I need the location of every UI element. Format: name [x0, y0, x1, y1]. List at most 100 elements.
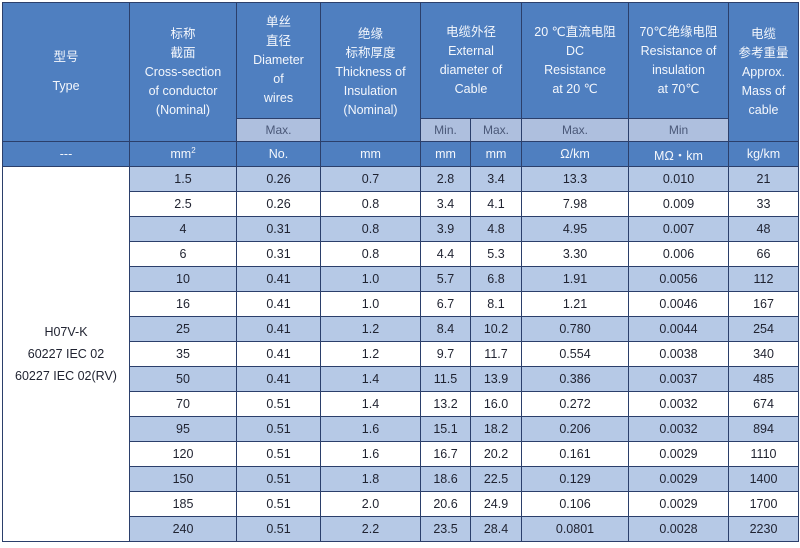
header-cross-section-en2: of conductor: [148, 83, 218, 98]
cell-dc-resistance: 3.30: [521, 241, 629, 267]
unit-type: ---: [2, 141, 130, 167]
cell-mass: 894: [728, 416, 799, 442]
cell-wire-diameter: 0.26: [236, 191, 321, 217]
cell-insulation-thickness: 0.8: [320, 191, 421, 217]
table-row: H07V-K 60227 IEC 02 60227 IEC 02(RV) 1.5 0.2…: [2, 166, 799, 542]
cell-insulation-resistance: 0.0038: [628, 341, 729, 367]
cell-insulation-thickness: 1.2: [320, 316, 421, 342]
cell-dc-resistance: 0.780: [521, 316, 629, 342]
cell-dc-resistance: 13.3: [521, 166, 629, 192]
header-dc-resistance-en1: DC: [565, 43, 585, 58]
cell-outer-diameter-max: 4.8: [470, 216, 522, 242]
cell-insulation-resistance: 0.0044: [628, 316, 729, 342]
header-insulation-en3: (Nominal): [343, 102, 398, 117]
cell-outer-diameter-max: 5.3: [470, 241, 522, 267]
cell-insulation-resistance: 0.0046: [628, 291, 729, 317]
cell-insulation-resistance: 0.0029: [628, 441, 729, 467]
unit-wire-diameter: No.: [236, 141, 321, 167]
header-dc-resistance-en2: Resistance: [544, 62, 606, 77]
cell-insulation-resistance: 0.0032: [628, 391, 729, 417]
cell-cross-section: 120: [129, 441, 237, 467]
header-wire-diameter-en2: of: [273, 72, 284, 86]
cell-cross-section: 35: [129, 341, 237, 367]
cell-insulation-resistance: 0.007: [628, 216, 729, 242]
unit-dc-resistance: Ω/km: [521, 141, 629, 167]
cell-cross-section: 6: [129, 241, 237, 267]
header-outer-diameter-en2: diameter of: [439, 62, 503, 77]
header-type-en: Type: [52, 79, 80, 93]
cell-wire-diameter: 0.51: [236, 466, 321, 492]
unit-outer-min: mm: [420, 141, 471, 167]
cell-insulation-thickness: 1.0: [320, 266, 421, 292]
spec-table-body: H07V-K 60227 IEC 02 60227 IEC 02(RV) 1.5 0.2…: [2, 166, 799, 542]
cell-dc-resistance: 0.386: [521, 366, 629, 392]
cell-wire-diameter: 0.51: [236, 416, 321, 442]
cell-insulation-thickness: 2.0: [320, 491, 421, 517]
cell-outer-diameter-min: 13.2: [420, 391, 471, 417]
header-outer-diameter: 电缆外径 External diameter of Cable: [420, 2, 522, 119]
cell-insulation-resistance: 0.006: [628, 241, 729, 267]
cell-dc-resistance: 1.91: [521, 266, 629, 292]
header-mass-en3: cable: [748, 102, 779, 117]
cell-cross-section: 240: [129, 516, 237, 542]
header-insulation-resistance-en2: insulation: [652, 62, 705, 77]
table-row: 240 0.51 2.2 23.5 28.4 0.0801 0.0028 2230: [3, 516, 799, 542]
cell-insulation-thickness: 1.0: [320, 291, 421, 317]
header-insulation-resistance-cn: 70℃绝缘电阻: [639, 24, 718, 39]
table-row: 25 0.41 1.2 8.4 10.2 0.780 0.0044 254: [3, 316, 799, 342]
subheader-ir-min: Min: [628, 118, 729, 142]
unit-insulation-resistance: MΩ・km: [628, 141, 729, 167]
cell-insulation-thickness: 1.6: [320, 416, 421, 442]
cell-outer-diameter-min: 11.5: [420, 366, 471, 392]
cell-dc-resistance: 1.21: [521, 291, 629, 317]
cell-insulation-resistance: 0.0029: [628, 466, 729, 492]
header-dc-resistance-cn: 20 ℃直流电阻: [534, 24, 616, 39]
cell-dc-resistance: 0.0801: [521, 516, 629, 542]
cell-outer-diameter-max: 13.9: [470, 366, 522, 392]
cell-outer-diameter-min: 5.7: [420, 266, 471, 292]
table-row: 35 0.41 1.2 9.7 11.7 0.554 0.0038 340: [3, 341, 799, 367]
header-insulation: 绝缘 标称厚度 Thickness of Insulation (Nominal…: [320, 2, 421, 142]
cell-outer-diameter-max: 3.4: [470, 166, 522, 192]
subheader-outer-min: Min.: [420, 118, 471, 142]
cell-dc-resistance: 0.206: [521, 416, 629, 442]
cell-wire-diameter: 0.51: [236, 491, 321, 517]
unit-mass: kg/km: [728, 141, 799, 167]
cell-cross-section: 150: [129, 466, 237, 492]
cell-cross-section: 4: [129, 216, 237, 242]
cell-insulation-thickness: 1.6: [320, 441, 421, 467]
cell-wire-diameter: 0.51: [236, 516, 321, 542]
header-insulation-resistance-en1: Resistance of: [640, 43, 717, 58]
cell-cross-section: 70: [129, 391, 237, 417]
cell-outer-diameter-min: 16.7: [420, 441, 471, 467]
cell-outer-diameter-min: 3.4: [420, 191, 471, 217]
cell-insulation-resistance: 0.010: [628, 166, 729, 192]
cell-dc-resistance: 0.161: [521, 441, 629, 467]
cell-outer-diameter-max: 8.1: [470, 291, 522, 317]
header-insulation-en1: Thickness of: [335, 64, 406, 79]
cell-mass: 674: [728, 391, 799, 417]
subheader-outer-max: Max.: [470, 118, 522, 142]
cell-wire-diameter: 0.41: [236, 366, 321, 392]
header-cross-section-en1: Cross-section: [144, 64, 222, 79]
header-insulation-cn1: 绝缘: [357, 26, 383, 41]
header-wire-diameter-cn1: 单丝: [265, 15, 291, 29]
cell-mass: 485: [728, 366, 799, 392]
cell-mass: 167: [728, 291, 799, 317]
cell-insulation-thickness: 0.7: [320, 166, 421, 192]
cell-outer-diameter-max: 16.0: [470, 391, 522, 417]
cell-mass: 48: [728, 216, 799, 242]
table-row: 16 0.41 1.0 6.7 8.1 1.21 0.0046 167: [3, 291, 799, 317]
cell-mass: 112: [728, 266, 799, 292]
cell-wire-diameter: 0.41: [236, 291, 321, 317]
cell-cross-section: 1.5: [129, 166, 237, 192]
cell-outer-diameter-min: 3.9: [420, 216, 471, 242]
cell-wire-diameter: 0.51: [236, 441, 321, 467]
header-mass-cn1: 电缆: [750, 26, 776, 41]
header-insulation-cn2: 标称厚度: [345, 45, 396, 60]
header-dc-resistance: 20 ℃直流电阻 DC Resistance at 20 ℃: [521, 2, 629, 119]
cell-insulation-resistance: 0.0028: [628, 516, 729, 542]
header-wire-diameter-cn2: 直径: [265, 34, 291, 48]
cell-outer-diameter-min: 8.4: [420, 316, 471, 342]
cell-mass: 21: [728, 166, 799, 192]
